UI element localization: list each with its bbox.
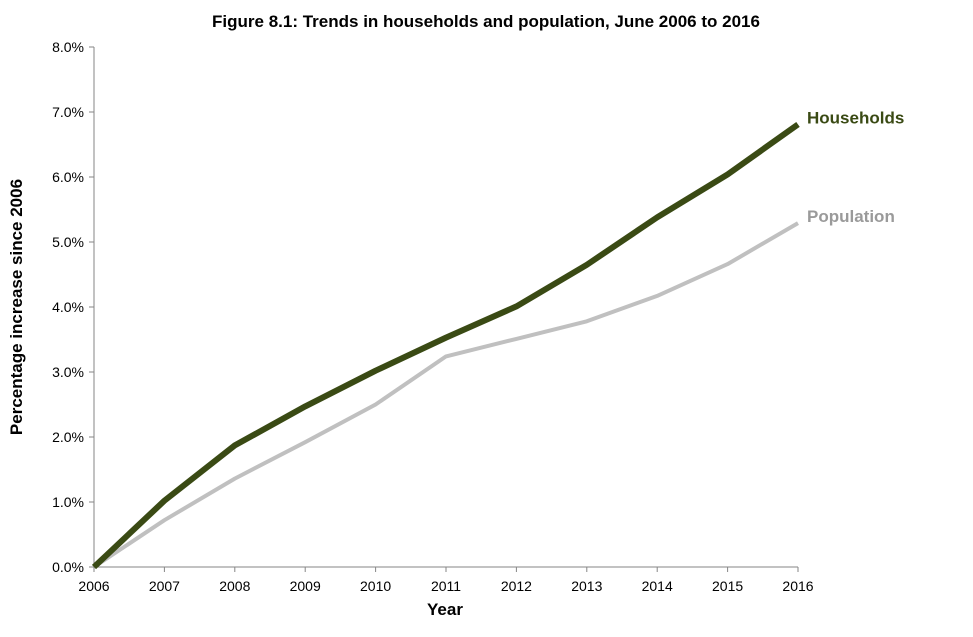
series-label-households: Households [807,108,904,127]
x-axis-title: Year [427,600,463,619]
y-axis-title: Percentage increase since 2006 [7,179,26,435]
y-tick-label: 6.0% [52,169,84,185]
y-tick-label: 5.0% [52,234,84,250]
x-tick-label: 2016 [782,578,813,594]
x-tick-label: 2014 [642,578,673,594]
y-tick-label: 3.0% [52,364,84,380]
x-tick-label: 2013 [571,578,602,594]
series-line-population [92,221,800,569]
y-axis: 0.0% 1.0% 2.0% 3.0% 4.0% 5.0% 6.0% 7.0% 8.0% [52,39,95,575]
x-tick-label: 2006 [78,578,109,594]
y-tick-label: 4.0% [52,299,84,315]
y-tick-label: 2.0% [52,429,84,445]
x-tick-label: 2008 [219,578,250,594]
y-tick-label: 1.0% [52,494,84,510]
series-line-households [91,121,800,570]
x-axis: 2006 2007 2008 2009 2010 2011 2012 2013 2014 2015… [78,566,814,594]
x-tick-label: 2007 [149,578,180,594]
y-tick-label: 8.0% [52,39,84,55]
series-layer: Households Population [91,108,904,570]
x-tick-label: 2011 [431,578,461,594]
chart-title: Figure 8.1: Trends in households and pop… [212,12,760,31]
y-tick-label: 0.0% [52,559,84,575]
x-tick-label: 2012 [501,578,532,594]
y-tick-label: 7.0% [52,104,84,120]
x-tick-label: 2010 [360,578,391,594]
series-label-population: Population [807,207,895,226]
x-tick-label: 2015 [712,578,743,594]
x-tick-label: 2009 [290,578,321,594]
